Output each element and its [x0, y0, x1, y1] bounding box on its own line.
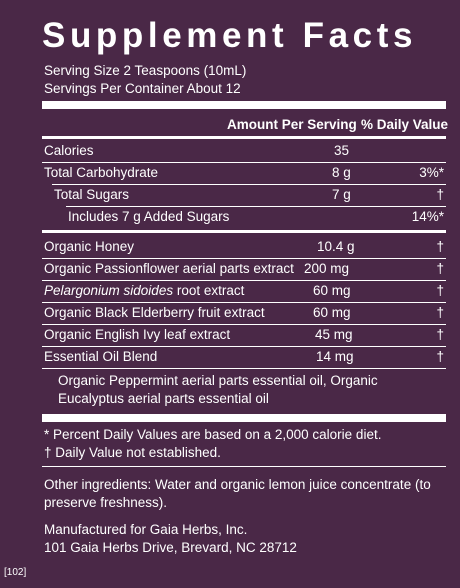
footnote-dv: * Percent Daily Values are based on a 2,… — [44, 427, 382, 442]
ingredient-name: Organic Passionflower aerial parts extra… — [44, 261, 294, 276]
label-code: [102] — [4, 567, 27, 578]
nutrient-row-sugars: Total Sugars 7 g † — [44, 185, 444, 205]
row-divider — [52, 184, 446, 185]
divider-medium — [42, 230, 446, 233]
divider-thick — [42, 101, 446, 109]
nutrient-amount: 7 g — [332, 187, 351, 202]
row-divider — [42, 368, 446, 369]
row-divider — [42, 280, 446, 281]
ingredient-amount: 14 mg — [316, 349, 354, 364]
ingredient-name-rest: root extract — [173, 283, 245, 298]
serving-size: Serving Size 2 Teaspoons (10mL) — [44, 63, 247, 78]
ingredient-row: Essential Oil Blend 14 mg † — [44, 347, 444, 367]
ingredient-amount: 60 mg — [313, 305, 351, 320]
ingredient-row: Organic Honey 10.4 g † — [44, 237, 444, 257]
ingredient-dv: † — [436, 305, 444, 320]
ingredient-amount: 45 mg — [315, 327, 353, 342]
ingredient-row: Pelargonium sidoides root extract 60 mg … — [44, 281, 444, 301]
ingredient-dv: † — [436, 261, 444, 276]
panel-title: Supplement Facts — [42, 16, 418, 55]
nutrient-amount: 8 g — [332, 165, 351, 180]
nutrient-dv: 14%* — [411, 209, 444, 224]
ingredient-amount: 10.4 g — [317, 239, 355, 254]
footer-divider — [42, 466, 446, 467]
ingredient-name: Organic Honey — [44, 239, 135, 254]
nutrient-name: Total Sugars — [54, 187, 130, 202]
footnote-dagger: † Daily Value not established. — [44, 445, 221, 460]
row-divider — [42, 302, 446, 303]
ingredient-name-italic: Pelargonium sidoides — [44, 283, 174, 298]
ingredient-dv: † — [436, 239, 444, 254]
dv-header: % Daily Value — [361, 117, 449, 132]
ingredient-name: Organic English Ivy leaf extract — [44, 327, 231, 342]
ingredient-name: Organic Black Elderberry fruit extract — [44, 305, 265, 320]
ingredient-dv: † — [436, 349, 444, 364]
servings-per-container: Servings Per Container About 12 — [44, 81, 241, 96]
ingredient-amount: 60 mg — [313, 283, 351, 298]
manufacturer-line-2: 101 Gaia Herbs Drive, Brevard, NC 28712 — [44, 540, 297, 555]
other-ingredients: Other ingredients: Water and organic lem… — [44, 477, 431, 510]
row-divider — [42, 162, 446, 163]
nutrient-row-added-sugars: Includes 7 g Added Sugars 14%* — [44, 207, 444, 227]
nutrient-name: Calories — [44, 143, 94, 158]
row-divider — [66, 206, 446, 207]
amount-header: Amount Per Serving — [227, 117, 357, 132]
nutrient-name: Total Carbohydrate — [44, 165, 159, 180]
nutrient-row-carbohydrate: Total Carbohydrate 8 g 3%* — [44, 163, 444, 183]
supplement-facts-panel: Supplement Facts Serving Size 2 Teaspoon… — [14, 0, 449, 565]
ingredient-dv: † — [436, 327, 444, 342]
nutrient-amount: 35 — [334, 143, 350, 158]
ingredient-name: Pelargonium sidoides root extract — [44, 281, 244, 301]
divider-thick — [42, 414, 446, 422]
ingredient-amount: 200 mg — [304, 261, 350, 276]
nutrient-dv: 3%* — [419, 165, 444, 180]
ingredient-row: Organic Black Elderberry fruit extract 6… — [44, 303, 444, 323]
nutrient-name: Includes 7 g Added Sugars — [68, 209, 230, 224]
blend-description: Organic Peppermint aerial parts essentia… — [58, 373, 378, 406]
ingredient-dv: † — [436, 283, 444, 298]
ingredient-row: Organic English Ivy leaf extract 45 mg † — [44, 325, 444, 345]
manufacturer-line-1: Manufactured for Gaia Herbs, Inc. — [44, 522, 248, 537]
nutrient-row-calories: Calories 35 — [44, 141, 444, 161]
row-divider — [42, 258, 446, 259]
ingredient-name: Essential Oil Blend — [44, 349, 158, 364]
divider-medium — [42, 136, 446, 139]
row-divider — [42, 324, 446, 325]
ingredient-row: Organic Passionflower aerial parts extra… — [44, 259, 444, 279]
nutrient-dv: † — [436, 187, 444, 202]
row-divider — [42, 346, 446, 347]
